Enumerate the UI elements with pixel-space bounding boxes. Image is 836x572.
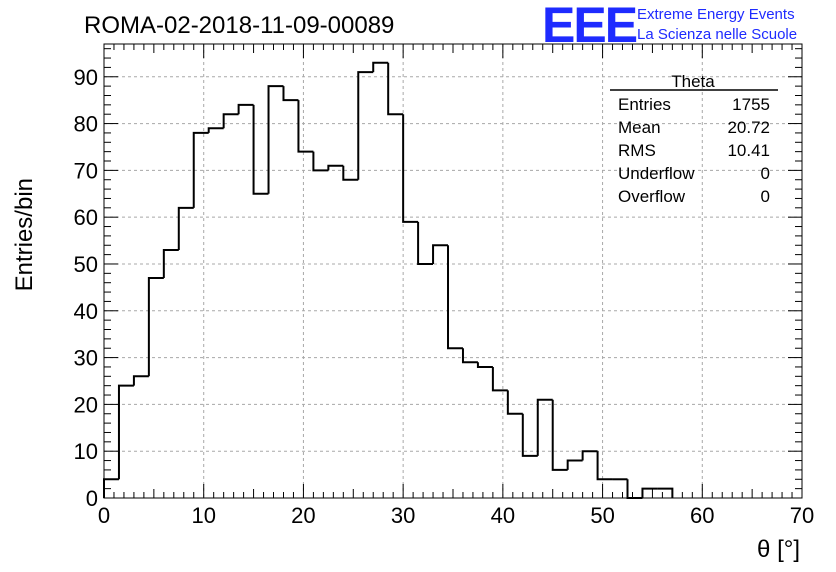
histogram-bin-30 xyxy=(551,399,568,471)
x-axis-title: θ [°] xyxy=(757,536,800,563)
histogram-bin-24 xyxy=(461,348,478,364)
y-tick-label-5: 50 xyxy=(74,252,98,277)
chart-title: ROMA-02-2018-11-09-00089 xyxy=(84,12,394,39)
histogram-bin-21 xyxy=(417,221,434,265)
histogram-bin-25 xyxy=(476,362,493,368)
axes: 0 10 20 30 40 50 60 70 0 10 20 30 40 50 60 70 80 90 xyxy=(74,43,814,528)
stats-label-overflow: Overflow xyxy=(618,187,686,206)
histogram-bin-13 xyxy=(297,100,314,153)
eee-logo: EEE Extreme Energy Events La Scienza nel… xyxy=(542,0,797,53)
y-tick-label-6: 60 xyxy=(74,205,98,230)
histogram-bin-23 xyxy=(447,245,463,350)
stats-value-underflow: 0 xyxy=(761,164,770,183)
histogram-bin-5 xyxy=(177,206,194,250)
histogram-bin-35 xyxy=(626,479,643,499)
x-tick-label-6: 60 xyxy=(690,503,714,528)
grid-lines xyxy=(104,44,802,498)
histogram-bin-9 xyxy=(237,103,254,115)
y-tick-label-0: 0 xyxy=(86,486,98,511)
plot-frame xyxy=(103,43,803,499)
stats-value-mean: 20.72 xyxy=(727,118,770,137)
histogram-bin-29 xyxy=(536,398,553,456)
histogram-bin-16 xyxy=(342,165,359,181)
stats-name: Theta xyxy=(671,72,715,91)
y-tick-label-8: 80 xyxy=(74,112,98,137)
x-tick-label-1: 10 xyxy=(191,503,215,528)
histogram-bin-37 xyxy=(657,487,674,498)
histogram-bin-36 xyxy=(641,487,658,498)
histogram-bars xyxy=(103,61,674,499)
stats-box: Theta Entries 1755 Mean 20.72 RMS 10.41 Underf… xyxy=(610,72,778,206)
histogram-bin-7 xyxy=(207,127,224,133)
histogram-bin-14 xyxy=(312,151,329,172)
histogram-bin-10 xyxy=(252,104,269,195)
histogram-bin-26 xyxy=(491,366,508,392)
y-tick-label-2: 20 xyxy=(74,392,98,417)
histogram-bin-2 xyxy=(132,375,149,386)
stats-value-overflow: 0 xyxy=(761,187,770,206)
stats-label-mean: Mean xyxy=(618,118,661,137)
y-tick-label-9: 90 xyxy=(74,65,98,90)
y-axis-title: Entries/bin xyxy=(11,178,38,291)
x-tick-label-4: 40 xyxy=(491,503,515,528)
x-tick-label-3: 30 xyxy=(391,503,415,528)
x-tick-label-5: 50 xyxy=(590,503,614,528)
histogram-bin-3 xyxy=(147,277,164,377)
x-tick-label-0: 0 xyxy=(98,503,110,528)
histogram-bin-33 xyxy=(596,451,613,481)
logo-line-2: La Scienza nelle Scuole xyxy=(637,26,797,43)
y-tick-label-3: 30 xyxy=(74,346,98,371)
histogram-bin-12 xyxy=(282,86,299,102)
stats-label-underflow: Underflow xyxy=(618,164,695,183)
histogram-bin-22 xyxy=(432,244,449,264)
logo-letters: EEE xyxy=(542,0,637,53)
stats-value-rms: 10.41 xyxy=(727,141,770,160)
histogram-bin-11 xyxy=(267,85,284,194)
histogram-bin-6 xyxy=(192,131,209,208)
stats-label-entries: Entries xyxy=(618,95,671,114)
histogram-bin-27 xyxy=(506,390,523,415)
histogram-bin-18 xyxy=(372,61,389,73)
logo-line-1: Extreme Energy Events xyxy=(637,6,795,23)
stats-value-entries: 1755 xyxy=(732,95,770,114)
histogram-bin-15 xyxy=(327,164,344,171)
histogram-bin-19 xyxy=(387,62,404,116)
histogram-bin-28 xyxy=(521,413,538,457)
histogram-bin-17 xyxy=(357,71,374,180)
histogram-bin-4 xyxy=(162,248,179,279)
stats-label-rms: RMS xyxy=(618,141,656,160)
histogram-bin-32 xyxy=(581,450,598,461)
histogram-bin-8 xyxy=(222,113,239,129)
x-tick-label-7: 70 xyxy=(790,503,814,528)
histogram-bin-20 xyxy=(402,114,419,223)
y-tick-label-1: 10 xyxy=(74,439,98,464)
histogram-bin-1 xyxy=(117,384,134,480)
histogram-bin-31 xyxy=(566,459,583,470)
y-tick-label-7: 70 xyxy=(74,158,98,183)
y-tick-label-4: 40 xyxy=(74,299,98,324)
x-tick-label-2: 20 xyxy=(291,503,315,528)
